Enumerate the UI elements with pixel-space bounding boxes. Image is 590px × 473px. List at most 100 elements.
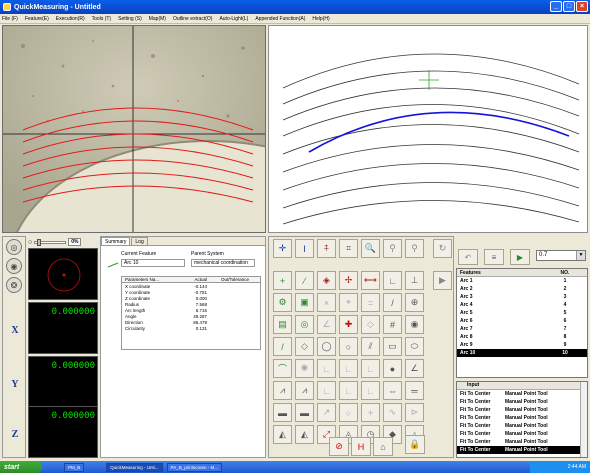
arc-feature-icon[interactable]: ⌒ bbox=[273, 359, 292, 378]
ring-feature-icon[interactable]: ◎ bbox=[295, 315, 314, 334]
taskbar-item-pm-b[interactable]: PM_B bbox=[64, 462, 85, 472]
run-icon[interactable]: ▶ bbox=[510, 249, 530, 265]
eye-icon[interactable]: ◉ bbox=[405, 315, 424, 334]
light-coaxial-button[interactable]: ◉ bbox=[6, 258, 22, 274]
input-scrollbar[interactable] bbox=[580, 382, 587, 457]
h-icon[interactable]: H bbox=[351, 437, 371, 456]
edge-tool-icon[interactable]: ⌗ bbox=[339, 239, 358, 258]
angle-d-icon[interactable]: ∠ bbox=[405, 359, 424, 378]
triangle-a-icon[interactable]: ◭ bbox=[273, 425, 292, 444]
list-item[interactable]: Fit To Center Manual Point Tool bbox=[460, 431, 548, 437]
circle-outline-icon[interactable]: ○ bbox=[339, 337, 358, 356]
distance-feature-icon[interactable]: ⟷ bbox=[361, 271, 380, 290]
redo-icon[interactable]: ↻ bbox=[433, 239, 452, 258]
light-slider-thumb[interactable] bbox=[37, 238, 42, 246]
cross-red-icon[interactable]: ✚ bbox=[339, 315, 358, 334]
menu-tools[interactable]: Tools (T) bbox=[91, 15, 112, 22]
taskbar-item-printscreen[interactable]: PA_B_printscreen - M... bbox=[166, 462, 222, 472]
menu-setting[interactable]: Setting (S) bbox=[118, 15, 142, 22]
list-item[interactable]: Fit To Center Manual Point Tool bbox=[460, 407, 548, 413]
graphics-view[interactable] bbox=[268, 25, 588, 233]
dot-icon[interactable]: ● bbox=[383, 359, 402, 378]
bar-b-icon[interactable]: ▬ bbox=[295, 403, 314, 422]
hash-icon[interactable]: # bbox=[383, 315, 402, 334]
diamond-icon[interactable]: ◇ bbox=[361, 315, 380, 334]
circle-feature-icon[interactable]: ◈ bbox=[317, 271, 336, 290]
diamond-feature-icon[interactable]: ◇ bbox=[295, 337, 314, 356]
light-slider[interactable] bbox=[34, 238, 67, 246]
double-slash-icon[interactable]: ⫽ bbox=[361, 337, 380, 356]
list-item-selected[interactable]: Arc 10 10 bbox=[457, 349, 587, 357]
maximize-button[interactable]: □ bbox=[563, 1, 575, 12]
oval-icon[interactable]: ○ bbox=[339, 403, 358, 422]
symmetric-icon[interactable]: ⌖ bbox=[339, 293, 358, 312]
angle-a-icon[interactable]: ∟ bbox=[317, 359, 336, 378]
list-item[interactable]: Fit To Center Manual Point Tool bbox=[460, 399, 548, 405]
perpendicular-icon[interactable]: ⊥ bbox=[405, 271, 424, 290]
slash-feature-icon[interactable]: / bbox=[273, 337, 292, 356]
start-button[interactable]: start bbox=[0, 461, 42, 473]
sun-icon[interactable]: ✺ bbox=[295, 359, 314, 378]
arrow-right-icon[interactable]: ⊳ bbox=[405, 403, 424, 422]
camera-view[interactable] bbox=[2, 25, 266, 233]
list-item[interactable]: Fit To Center Manual Point Tool bbox=[460, 415, 548, 421]
skew-b-icon[interactable]: ⩘ bbox=[295, 381, 314, 400]
no-entry-icon[interactable]: ⊘ bbox=[329, 437, 349, 456]
menu-map[interactable]: Map(M) bbox=[148, 15, 166, 22]
parallel-icon[interactable]: = bbox=[361, 293, 380, 312]
house-icon[interactable]: ⌂ bbox=[373, 437, 393, 456]
minimize-button[interactable]: _ bbox=[550, 1, 562, 12]
menu-outline-extract[interactable]: Outline extract(O) bbox=[172, 15, 213, 22]
diagonal-icon[interactable]: / bbox=[383, 293, 402, 312]
skew-a-icon[interactable]: ⩘ bbox=[273, 381, 292, 400]
crosshair-icon[interactable]: ✛ bbox=[273, 239, 292, 258]
line-feature-icon[interactable]: ⁄ bbox=[295, 271, 314, 290]
angle-feature-icon[interactable]: ∟ bbox=[383, 271, 402, 290]
box-feature-icon[interactable]: ▣ bbox=[295, 293, 314, 312]
light-segment-button[interactable]: ❂ bbox=[6, 277, 22, 293]
zoom-in-icon[interactable]: 🔍 bbox=[361, 239, 380, 258]
taskbar-item-quickmeasuring[interactable]: QuickMeasuring - Unti... bbox=[106, 462, 163, 472]
tab-log[interactable]: Log bbox=[131, 237, 148, 245]
point-feature-icon[interactable]: + bbox=[273, 271, 292, 290]
equal-icon[interactable]: ═ bbox=[405, 381, 424, 400]
angle-g-icon[interactable]: ∟ bbox=[361, 381, 380, 400]
arrow-a-icon[interactable]: ↗ bbox=[317, 403, 336, 422]
zoom-fit-icon[interactable]: ⚲ bbox=[405, 239, 424, 258]
list-item-selected[interactable]: Fit To Center Manual Point Tool bbox=[457, 446, 587, 454]
play-icon[interactable]: ▶ bbox=[433, 271, 452, 290]
tab-summary[interactable]: Summary bbox=[101, 237, 131, 245]
zoom-out-icon[interactable]: ⚲ bbox=[383, 239, 402, 258]
menu-file[interactable]: File (F) bbox=[2, 15, 18, 22]
chevron-down-icon[interactable]: ▼ bbox=[576, 251, 585, 260]
list-item[interactable]: Fit To Center Manual Point Tool bbox=[460, 423, 548, 429]
lock-icon[interactable]: 🔒 bbox=[405, 435, 425, 454]
rectangle-icon[interactable]: ▭ bbox=[383, 337, 402, 356]
close-button[interactable]: × bbox=[576, 1, 588, 12]
menu-auto-light[interactable]: Auto-Light(L) bbox=[219, 15, 249, 22]
angle-small-icon[interactable]: ∠ bbox=[317, 315, 336, 334]
gear-feature-icon[interactable]: ⚙ bbox=[273, 293, 292, 312]
slot-icon[interactable]: ⬭ bbox=[405, 337, 424, 356]
list-item[interactable]: Fit To Center Manual Point Tool bbox=[460, 439, 548, 445]
menu-feature[interactable]: Feature(E) bbox=[24, 15, 49, 22]
angle-e-icon[interactable]: ∟ bbox=[317, 381, 336, 400]
angle-c-icon[interactable]: ∟ bbox=[361, 359, 380, 378]
angle-f-icon[interactable]: ∟ bbox=[339, 381, 358, 400]
scale-dropdown[interactable]: 0.7 ▼ bbox=[536, 250, 586, 261]
light-ring-button[interactable]: ◎ bbox=[6, 239, 22, 255]
target-icon[interactable]: ⊕ bbox=[405, 293, 424, 312]
arrows-icon[interactable]: ⇔ bbox=[383, 381, 402, 400]
save-feature-icon[interactable]: ▤ bbox=[273, 315, 292, 334]
menu-execution[interactable]: Execution(R) bbox=[55, 15, 85, 22]
